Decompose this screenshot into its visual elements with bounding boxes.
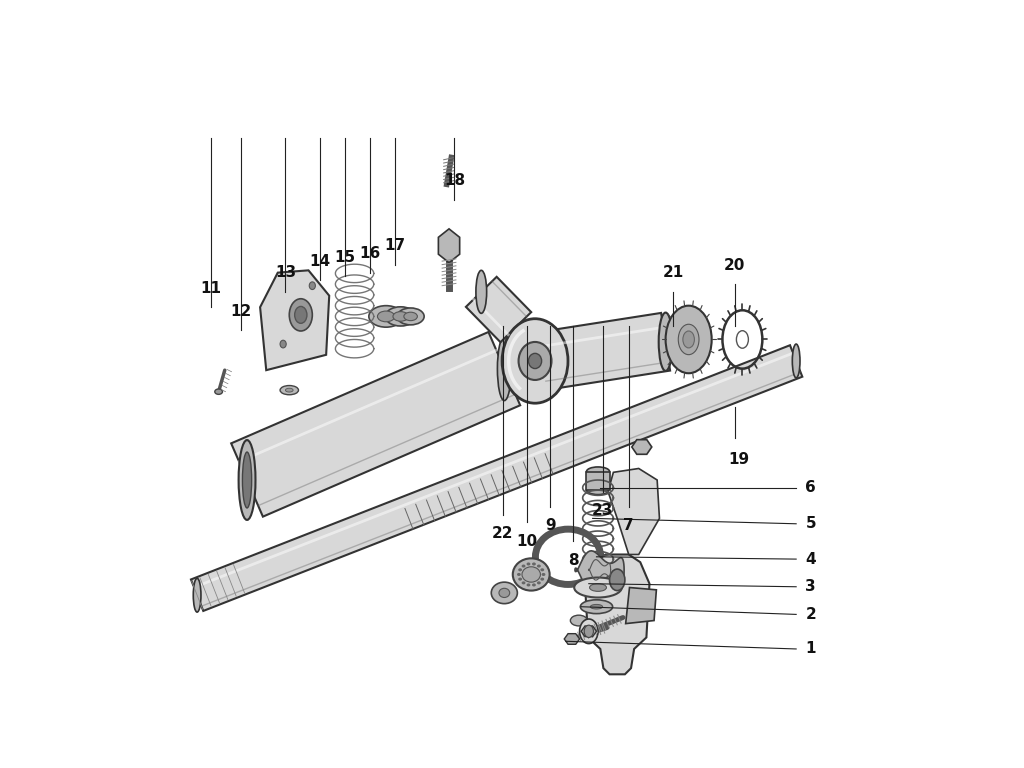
Ellipse shape: [295, 306, 307, 323]
Ellipse shape: [528, 353, 542, 369]
Polygon shape: [575, 551, 625, 589]
Ellipse shape: [580, 619, 598, 644]
Text: 16: 16: [359, 246, 381, 261]
Ellipse shape: [518, 568, 522, 571]
Ellipse shape: [522, 567, 541, 582]
Ellipse shape: [502, 319, 568, 403]
Text: 9: 9: [545, 518, 556, 534]
Text: 17: 17: [385, 238, 406, 253]
Text: 11: 11: [201, 280, 221, 296]
Ellipse shape: [570, 615, 588, 626]
Ellipse shape: [574, 578, 622, 598]
Text: 2: 2: [805, 607, 816, 622]
Polygon shape: [585, 554, 649, 674]
Ellipse shape: [194, 578, 201, 612]
Ellipse shape: [397, 308, 424, 325]
Ellipse shape: [518, 342, 552, 380]
Ellipse shape: [542, 573, 546, 576]
Polygon shape: [608, 468, 659, 554]
Ellipse shape: [590, 604, 602, 609]
Ellipse shape: [526, 562, 530, 565]
Ellipse shape: [537, 581, 541, 584]
Ellipse shape: [499, 588, 510, 598]
Polygon shape: [564, 634, 580, 644]
Text: 8: 8: [568, 553, 579, 568]
Ellipse shape: [239, 440, 256, 520]
Text: 3: 3: [805, 579, 816, 594]
Text: 10: 10: [516, 534, 538, 549]
Text: 1: 1: [805, 641, 816, 657]
Ellipse shape: [609, 569, 625, 591]
Text: 5: 5: [805, 516, 816, 531]
Ellipse shape: [281, 340, 287, 348]
Polygon shape: [190, 346, 803, 611]
Polygon shape: [438, 229, 460, 263]
Text: 19: 19: [728, 452, 750, 467]
Text: 15: 15: [335, 250, 356, 265]
Ellipse shape: [369, 306, 403, 327]
Ellipse shape: [518, 578, 522, 581]
Text: 21: 21: [663, 265, 684, 280]
Ellipse shape: [309, 282, 315, 290]
Ellipse shape: [541, 568, 544, 571]
Ellipse shape: [476, 270, 486, 313]
Ellipse shape: [517, 573, 521, 576]
Ellipse shape: [584, 625, 593, 637]
Text: 13: 13: [274, 265, 296, 280]
Text: 20: 20: [724, 257, 745, 273]
Ellipse shape: [532, 562, 536, 565]
Text: 23: 23: [592, 503, 613, 518]
Ellipse shape: [532, 584, 536, 587]
Ellipse shape: [590, 584, 606, 591]
Polygon shape: [260, 270, 330, 370]
Ellipse shape: [243, 452, 252, 508]
Text: 14: 14: [309, 253, 331, 269]
Ellipse shape: [385, 307, 416, 326]
Ellipse shape: [587, 467, 609, 476]
Ellipse shape: [666, 306, 712, 373]
Text: 6: 6: [805, 480, 816, 495]
Ellipse shape: [393, 312, 409, 321]
Polygon shape: [539, 313, 670, 390]
Polygon shape: [582, 626, 596, 637]
Text: 4: 4: [805, 551, 816, 567]
Ellipse shape: [678, 324, 699, 355]
Polygon shape: [632, 439, 652, 455]
Polygon shape: [626, 588, 656, 624]
Text: 18: 18: [443, 173, 465, 188]
Polygon shape: [231, 332, 520, 517]
Ellipse shape: [513, 558, 550, 591]
Ellipse shape: [683, 331, 694, 348]
Ellipse shape: [286, 389, 293, 392]
Ellipse shape: [793, 344, 800, 378]
Ellipse shape: [587, 485, 609, 495]
Ellipse shape: [658, 313, 673, 371]
Ellipse shape: [521, 564, 525, 568]
Text: 7: 7: [624, 518, 634, 534]
Ellipse shape: [537, 564, 541, 568]
Ellipse shape: [498, 336, 511, 401]
Ellipse shape: [215, 389, 222, 395]
Ellipse shape: [581, 600, 612, 614]
Ellipse shape: [290, 299, 312, 331]
Ellipse shape: [378, 311, 394, 322]
Text: 12: 12: [230, 303, 252, 319]
Ellipse shape: [521, 581, 525, 584]
Text: 22: 22: [493, 526, 513, 541]
Polygon shape: [466, 276, 531, 343]
Ellipse shape: [541, 578, 544, 581]
Ellipse shape: [492, 582, 517, 604]
Bar: [587, 472, 609, 490]
Ellipse shape: [526, 584, 530, 587]
Ellipse shape: [403, 313, 418, 321]
Ellipse shape: [280, 386, 299, 395]
